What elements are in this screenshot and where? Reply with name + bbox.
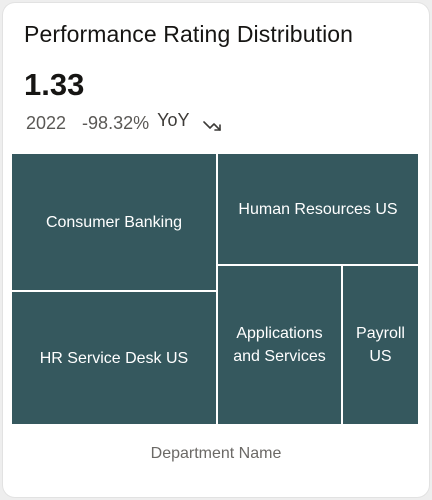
treemap-tile-consumer-banking[interactable]: Consumer Banking bbox=[12, 154, 216, 290]
card-title: Performance Rating Distribution bbox=[24, 21, 354, 47]
tile-label: Applications and Services bbox=[233, 325, 326, 365]
treemap-tile-applications-and-services[interactable]: Applications and Services bbox=[218, 266, 341, 424]
treemap-tile-human-resources-us[interactable]: Human Resources US bbox=[218, 154, 418, 264]
metric-value: 1.33 bbox=[24, 67, 85, 102]
treemap-tile-payroll-us[interactable]: Payroll US bbox=[343, 266, 418, 424]
comparison-label: YoY bbox=[157, 110, 190, 130]
treemap-tile-hr-service-desk-us[interactable]: HR Service Desk US bbox=[12, 292, 216, 424]
tile-label: Consumer Banking bbox=[45, 213, 183, 231]
comparison-change: -98.32% bbox=[82, 113, 150, 133]
metric-comparison: 2022 -98.32% YoY bbox=[26, 110, 223, 134]
tile-label: HR Service Desk US bbox=[39, 349, 189, 367]
dimension-label: Department Name bbox=[150, 445, 282, 462]
tile-label: Human Resources US bbox=[238, 200, 398, 218]
department-treemap: Consumer Banking Human Resources US HR S… bbox=[12, 154, 418, 424]
comparison-year: 2022 bbox=[26, 113, 67, 133]
trend-down-icon bbox=[203, 117, 223, 131]
tile-label: Payroll US bbox=[356, 325, 405, 365]
performance-rating-card: Performance Rating Distribution 1.33 202… bbox=[3, 3, 429, 497]
